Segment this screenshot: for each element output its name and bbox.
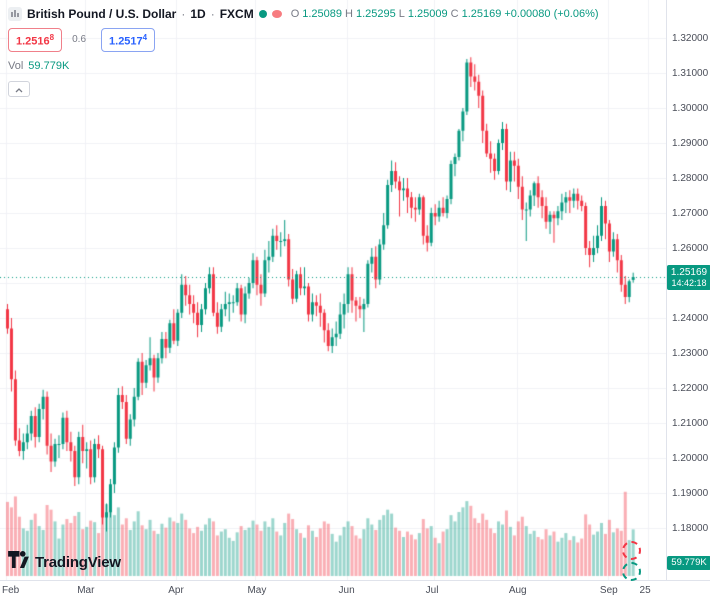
price-axis-label: 1.21000 bbox=[672, 418, 709, 429]
chart-legend: British Pound / U.S. Dollar · 1D · FXCM … bbox=[8, 7, 599, 97]
bid-price: 1.2516 bbox=[16, 35, 50, 48]
candlestick-chart-canvas[interactable] bbox=[0, 0, 666, 580]
sell-quote-button[interactable]: 1.25168 bbox=[8, 28, 63, 52]
separator: · bbox=[181, 7, 186, 21]
exchange-label[interactable]: FXCM bbox=[219, 7, 254, 21]
ohlc-low-value: 1.25009 bbox=[407, 8, 448, 20]
symbol-logo-icon bbox=[8, 7, 22, 21]
current-price-value: 1.25169 bbox=[670, 267, 708, 279]
price-axis-label: 1.28000 bbox=[672, 173, 709, 184]
symbol-title[interactable]: British Pound / U.S. Dollar bbox=[27, 7, 177, 21]
ohlc-high-label: H bbox=[345, 8, 353, 20]
bid-price-sup: 8 bbox=[49, 33, 55, 42]
volume-label: Vol bbox=[8, 59, 24, 72]
price-axis-label: 1.26000 bbox=[672, 243, 709, 254]
buy-sentiment-icon[interactable] bbox=[622, 562, 641, 581]
price-axis-label: 1.23000 bbox=[672, 348, 709, 359]
ask-price-sup: 4 bbox=[142, 33, 148, 42]
time-axis-label: May bbox=[247, 585, 267, 596]
price-axis-label: 1.32000 bbox=[672, 33, 709, 44]
time-axis-label: 25 bbox=[639, 585, 651, 596]
collapse-pane-button[interactable] bbox=[8, 80, 30, 98]
buy-quote-button[interactable]: 1.25174 bbox=[101, 28, 156, 52]
current-price-badge: 1.25169 14:42:18 bbox=[667, 265, 710, 291]
ohlc-readout: O 1.25089 H 1.25295 L 1.25009 C 1.25169 … bbox=[291, 8, 599, 20]
price-axis-label: 1.31000 bbox=[672, 68, 709, 79]
ohlc-close-value: 1.25169 bbox=[461, 8, 502, 20]
time-axis[interactable]: Feb Mar Apr May Jun Jul Aug Sep 25 bbox=[0, 580, 710, 600]
price-axis-label: 1.18000 bbox=[672, 523, 709, 534]
price-axis-label: 1.27000 bbox=[672, 208, 709, 219]
price-axis-label: 1.20000 bbox=[672, 453, 709, 464]
ohlc-open-label: O bbox=[290, 8, 300, 20]
time-axis-label: Aug bbox=[508, 585, 527, 596]
ohlc-high-value: 1.25295 bbox=[355, 8, 396, 20]
time-axis-label: Jul bbox=[425, 585, 439, 596]
ohlc-open-value: 1.25089 bbox=[302, 8, 343, 20]
time-axis-label: Apr bbox=[168, 585, 184, 596]
time-axis-label: Mar bbox=[77, 585, 95, 596]
price-axis[interactable]: 1.25169 14:42:18 59.779K 1.32000 1.31000 1… bbox=[666, 0, 710, 580]
tradingview-logo[interactable]: TradingView bbox=[8, 551, 121, 573]
tradingview-logo-icon bbox=[8, 551, 29, 573]
legend-marker-teal-icon[interactable] bbox=[258, 10, 267, 18]
legend-marker-pink-icon[interactable] bbox=[271, 10, 282, 18]
interval-label[interactable]: 1D bbox=[190, 7, 206, 21]
price-axis-label: 1.29000 bbox=[672, 138, 709, 149]
separator: · bbox=[210, 7, 215, 21]
ohlc-close-label: C bbox=[450, 8, 459, 20]
price-axis-label: 1.22000 bbox=[672, 383, 709, 394]
sentiment-widget[interactable] bbox=[622, 541, 641, 581]
ask-price: 1.2517 bbox=[109, 35, 143, 48]
chevron-up-icon bbox=[15, 80, 23, 98]
time-axis-label: Sep bbox=[599, 585, 618, 596]
price-axis-label: 1.19000 bbox=[672, 488, 709, 499]
time-axis-label: Feb bbox=[2, 585, 20, 596]
volume-value: 59.779K bbox=[28, 59, 70, 72]
spread-value: 0.6 bbox=[72, 34, 87, 46]
bar-countdown: 14:42:18 bbox=[671, 278, 707, 289]
tradingview-logo-text: TradingView bbox=[35, 553, 121, 571]
price-axis-label: 1.30000 bbox=[672, 103, 709, 114]
sell-sentiment-icon[interactable] bbox=[622, 541, 641, 560]
change-value: +0.00080 (+0.06%) bbox=[504, 8, 599, 20]
ohlc-low-label: L bbox=[398, 8, 405, 20]
time-axis-label: Jun bbox=[338, 585, 355, 596]
price-axis-label: 1.24000 bbox=[672, 313, 709, 324]
volume-axis-badge: 59.779K bbox=[667, 556, 710, 570]
